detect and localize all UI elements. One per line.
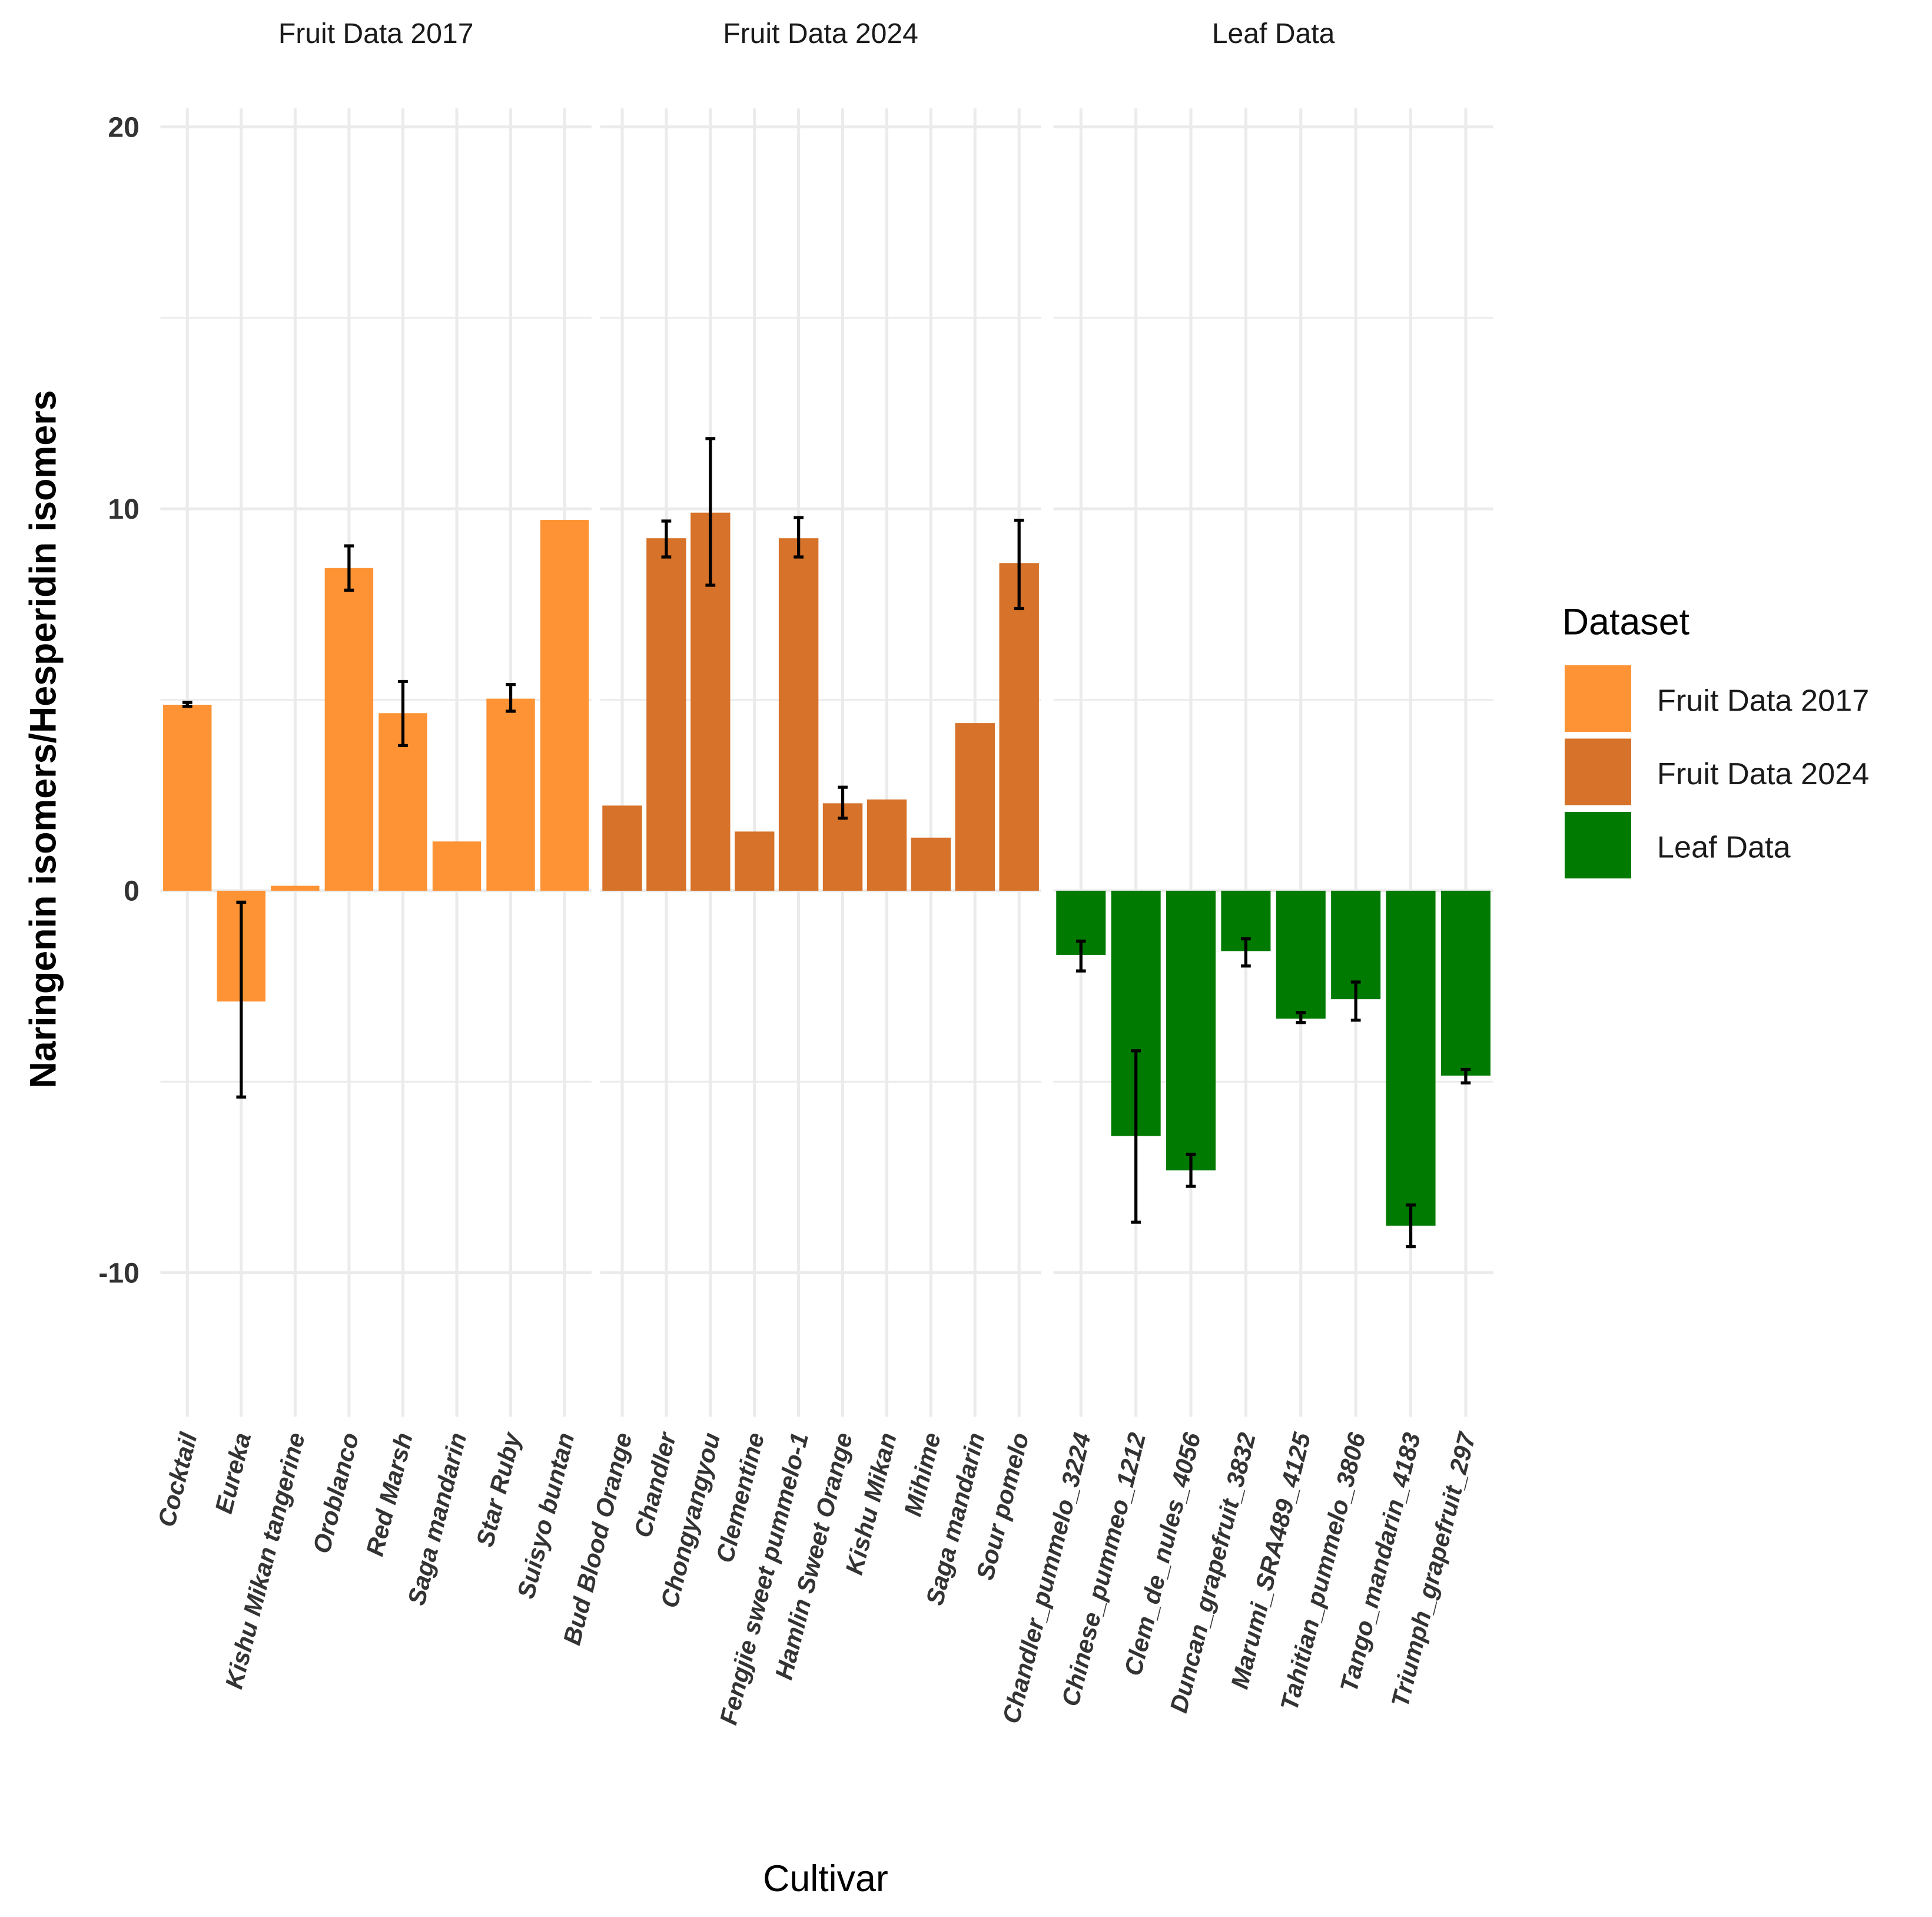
bar <box>602 805 642 891</box>
x-axis-title: Cultivar <box>763 1858 888 1899</box>
y-tick-label: 10 <box>108 493 140 525</box>
legend: Dataset Fruit Data 2017 Fruit Data 2024 Le… <box>1562 602 1869 878</box>
bar <box>911 837 951 891</box>
y-axis-ticks: -10 0 10 20 <box>98 111 140 1289</box>
facet-title: Fruit Data 2017 <box>278 18 474 49</box>
facet-titles: Fruit Data 2017 Fruit Data 2024 Leaf Data <box>278 18 1335 49</box>
y-tick-label: 20 <box>108 111 140 143</box>
bar <box>1276 890 1326 1019</box>
bar <box>999 563 1039 891</box>
y-tick-label: -10 <box>98 1257 140 1289</box>
error-bars <box>182 437 1471 1249</box>
legend-title: Dataset <box>1562 602 1689 643</box>
bar <box>778 538 819 891</box>
bar <box>540 520 589 891</box>
x-tick-label: Oroblanco <box>307 1430 364 1556</box>
y-axis-title: Naringenin isomers/Hesperidin isomers <box>23 390 64 1089</box>
bar <box>955 723 995 891</box>
x-tick-label: Cocktail <box>152 1429 203 1530</box>
bar <box>486 698 535 891</box>
bar <box>867 799 907 891</box>
bar <box>734 831 775 891</box>
facet-title: Leaf Data <box>1212 18 1335 49</box>
bar <box>1386 890 1436 1226</box>
bar <box>646 538 686 891</box>
bar <box>1166 890 1216 1170</box>
bar <box>1440 890 1491 1076</box>
bar <box>324 568 374 891</box>
legend-label: Fruit Data 2024 <box>1657 757 1869 791</box>
legend-swatch <box>1564 738 1631 805</box>
x-tick-label: Chandler <box>629 1428 682 1540</box>
bar <box>432 841 482 891</box>
x-tick-label: Eureka <box>210 1430 256 1517</box>
x-tick-label: Star Ruby <box>471 1428 526 1550</box>
legend-label: Leaf Data <box>1657 830 1791 864</box>
y-tick-label: 0 <box>124 875 140 907</box>
bar <box>271 885 320 891</box>
legend-swatch <box>1564 665 1631 732</box>
bars <box>163 512 1491 1226</box>
legend-label: Fruit Data 2017 <box>1657 684 1869 718</box>
legend-swatch <box>1564 811 1631 878</box>
bar <box>163 704 212 891</box>
x-tick-label: Suisyo buntan <box>512 1430 579 1601</box>
facet-title: Fruit Data 2024 <box>723 18 918 49</box>
x-tick-label: Mihime <box>898 1430 945 1519</box>
x-tick-label: Red Marsh <box>361 1430 418 1559</box>
